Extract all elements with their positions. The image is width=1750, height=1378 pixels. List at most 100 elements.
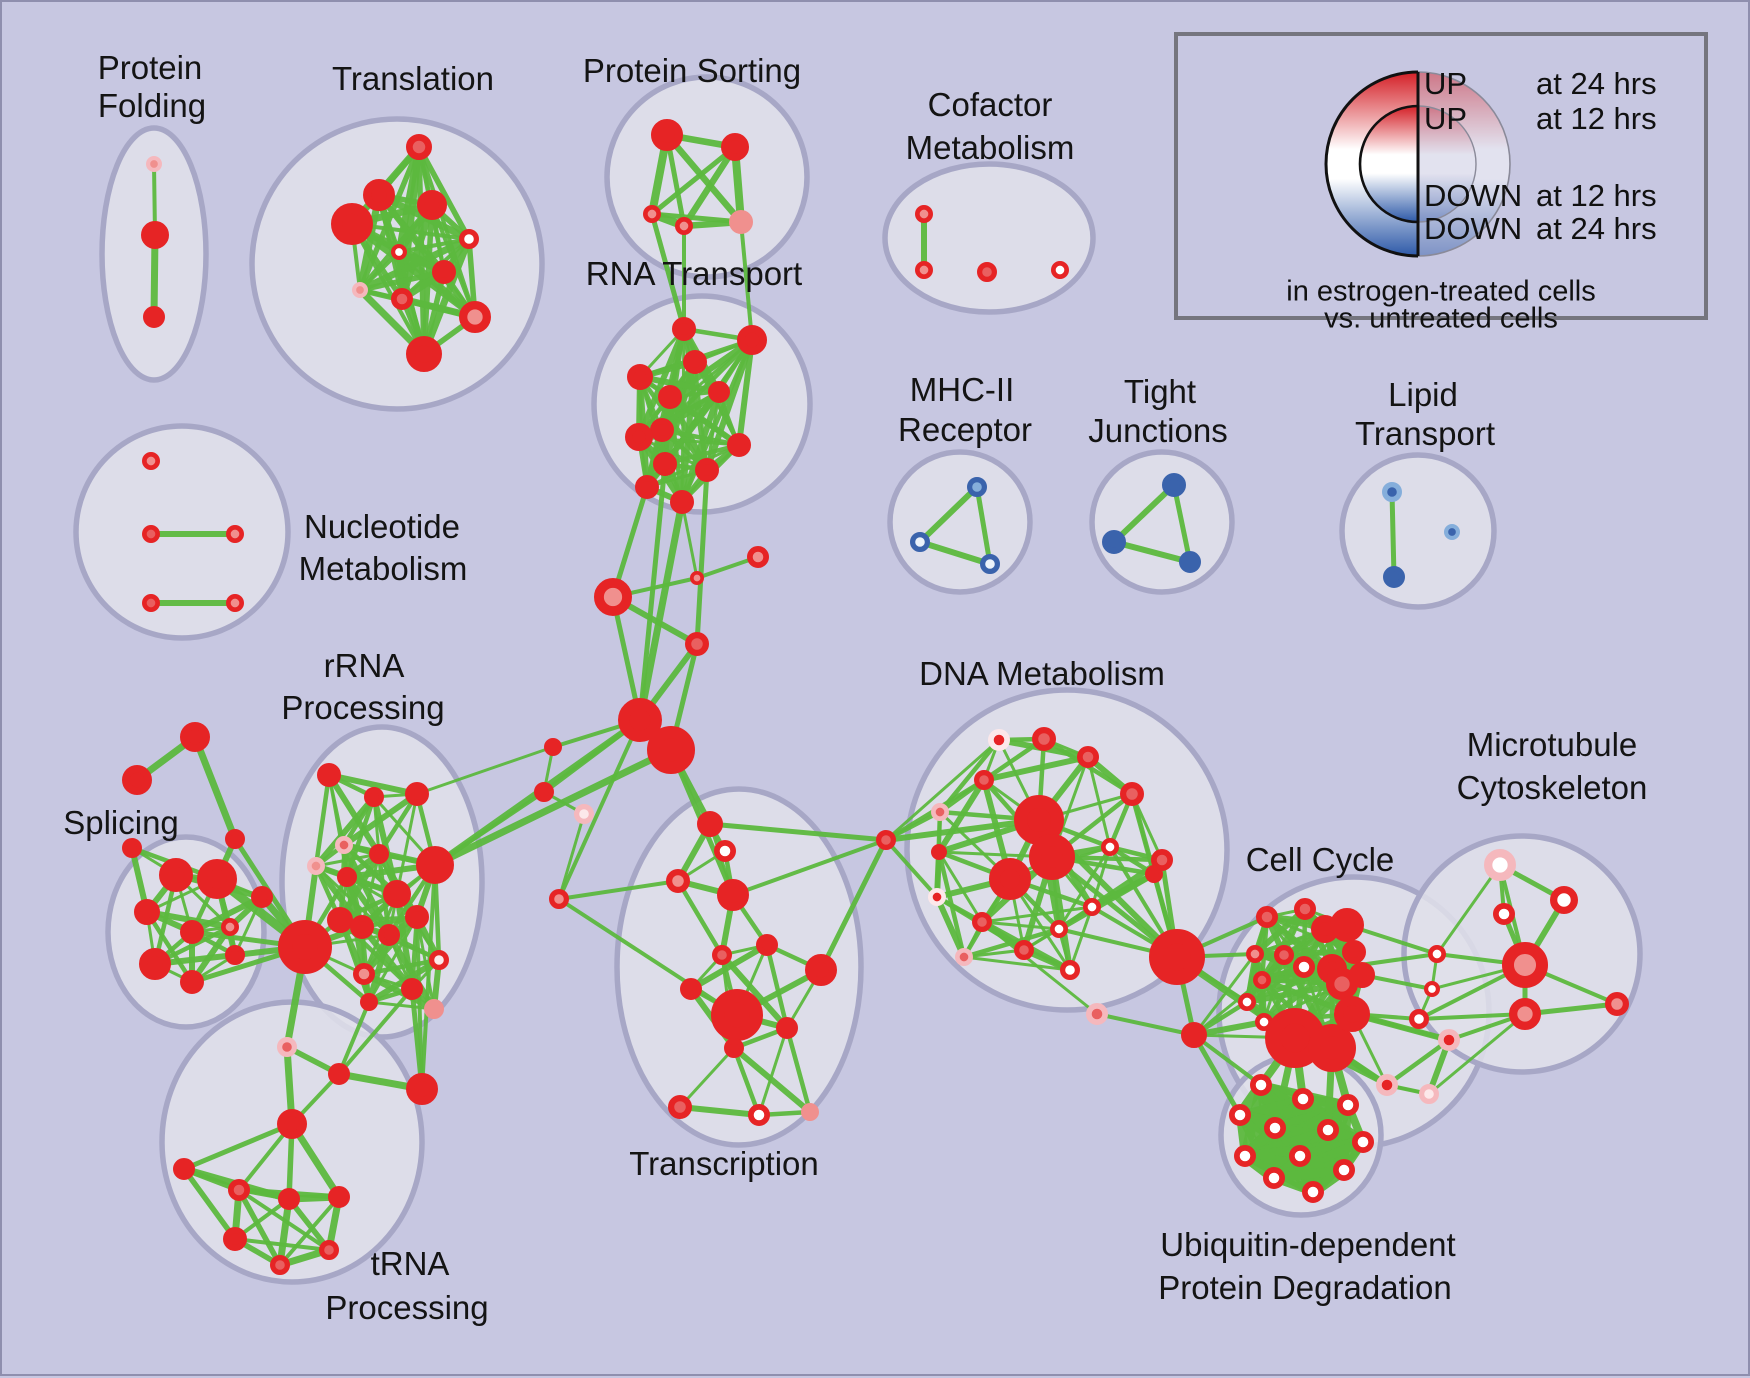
gene-node-microtubule-4 [1427,945,1446,964]
gene-node-rna_transport-0 [671,316,696,341]
gene-node-nucleotide-1 [141,525,160,544]
network-edge [662,442,742,467]
gene-node-rna_transport-6 [649,417,674,442]
network-edge [636,498,686,724]
network-edge [917,539,993,567]
gene-node-microtubule-0 [1484,848,1517,881]
legend-dir-down-12: DOWN [1424,178,1523,213]
network-edge [326,772,420,797]
network-edge [557,718,642,901]
gene-node-translation-5 [390,244,407,261]
legend-time-down-24: at 24 hrs [1536,211,1657,246]
gene-node-dna-16 [1013,939,1034,960]
gene-node-rna_transport-10 [694,457,719,482]
gene-node-trna-8 [319,1239,340,1260]
network-edge [974,484,993,567]
network-edge [937,850,984,924]
gene-node-dna-8 [989,858,1032,901]
network-edge [736,337,755,448]
network-edge [395,792,419,896]
network-edge [1068,905,1094,972]
gene-node-translation-2 [330,203,373,246]
network-edge [981,754,1091,783]
gene-node-cellcycle-10 [1330,907,1365,942]
gene-node-rrna-16 [400,977,423,1000]
gene-node-protein_sorting-0 [650,119,683,152]
gene-node-ubiquitin-5 [1316,1118,1339,1141]
legend-time-24: at 24 hrs [1536,66,1657,101]
gene-node-cellcycle-2 [1293,897,1316,920]
network-edge [366,932,392,1005]
network-edge [326,772,382,857]
gene-node-protein_sorting-4 [728,209,753,234]
gene-node-bridges-14 [1149,929,1206,986]
gene-node-ubiquitin-9 [1332,1158,1355,1181]
gene-node-lipid-0 [1381,482,1402,503]
gene-node-dna-1 [1031,726,1056,751]
network-edge [337,1000,371,1076]
gene-node-trna-0 [277,1036,298,1057]
gene-node-rrna-0 [316,762,341,787]
gene-node-bridges-0 [179,722,210,753]
gene-node-microtubule-5 [1423,981,1440,998]
network-edge [649,144,738,217]
gene-node-trna-10 [406,1073,439,1106]
gene-node-cellcycle-5 [1292,955,1315,978]
network-edge [680,143,739,230]
gene-node-ubiquitin-8 [1288,1144,1311,1167]
network-edge [917,484,980,545]
network-edge [1269,1165,1349,1183]
network-edge [961,926,1062,960]
network-edge [1427,1012,1527,1096]
gene-node-bridges-7 [746,545,769,568]
gene-node-trna-9 [270,1254,291,1275]
gene-node-rrna-14 [352,962,375,985]
gene-node-splicing-9 [121,837,142,858]
gene-node-transcription-13 [801,1102,820,1121]
gene-node-dna-17 [955,948,974,967]
gene-node-translation-6 [431,259,456,284]
network-edge [818,837,889,973]
network-edge [1095,1012,1196,1037]
gene-node-rrna-3 [334,836,353,855]
gene-node-bridges-10 [646,725,695,774]
network-edge [719,952,790,1031]
network-edge [367,1000,436,1011]
network-edge [557,897,739,1017]
legend-time-down-12: at 12 hrs [1536,178,1657,213]
gene-node-nucleotide-2 [225,525,244,544]
legend-dir-down-24: DOWN [1424,211,1523,246]
network-edge [557,812,586,901]
gene-node-translation-0 [406,134,433,161]
gene-node-tight-1 [1101,529,1126,554]
gene-node-transcription-12 [747,1103,770,1126]
cluster-lipid-outline [1339,452,1497,610]
gene-node-bridges-12 [548,888,569,909]
gene-node-rrna-12 [404,904,429,929]
gene-node-cellcycle-11 [1341,939,1366,964]
gene-node-ubiquitin-4 [1263,1116,1286,1139]
network-edge [981,736,1047,783]
network-edge [1330,952,1439,971]
gene-node-splicing-2 [134,899,161,926]
gene-node-nucleotide-3 [141,594,160,613]
gene-node-bridges-6 [594,578,633,617]
network-edge [181,1121,295,1172]
gene-node-dna-4 [931,803,950,822]
gene-node-protein_folding-0 [146,156,163,173]
gene-node-transcription-7 [679,977,702,1000]
gene-node-rna_transport-7 [726,432,751,457]
gene-node-cofactor-1 [915,260,934,279]
network-edge [677,1104,762,1118]
network-edge [663,131,745,226]
network-edge [1252,906,1308,957]
legend: UP at 24 hrs UP at 12 hrs DOWN at 12 hrs… [1174,32,1708,335]
gene-node-trna-2 [276,1109,307,1140]
gene-node-rna_transport-12 [669,489,694,514]
gene-node-cellcycle-17 [1334,995,1371,1032]
network-edge [1171,482,1193,565]
network-edge [675,878,725,958]
gene-node-trna-6 [327,1185,350,1208]
network-edge [358,250,401,292]
